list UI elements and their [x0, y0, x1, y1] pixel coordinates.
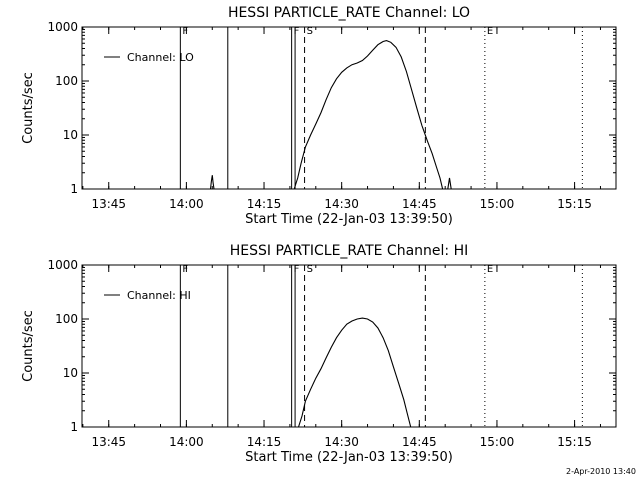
x-tick-label: 15:15 [557, 197, 592, 211]
y-tick-label: 100 [55, 74, 78, 88]
x-tick-label: 13:45 [91, 197, 126, 211]
series-line [209, 175, 215, 190]
x-tick-label: 15:00 [480, 435, 515, 449]
x-tick-label: 14:00 [169, 435, 204, 449]
x-tick-label: 14:30 [324, 197, 359, 211]
legend-label: Channel: HI [127, 289, 191, 302]
event-marker-label: F [294, 264, 300, 275]
x-tick-label: 14:15 [247, 435, 282, 449]
x-tick-label: 15:15 [557, 435, 592, 449]
legend-label: Channel: LO [127, 51, 194, 64]
x-tick-label: 15:00 [480, 197, 515, 211]
x-axis-label: Start Time (22-Jan-03 13:39:50) [245, 212, 453, 227]
chart-title: HESSI PARTICLE_RATE Channel: HI [230, 243, 468, 259]
y-tick-label: 1000 [47, 258, 78, 272]
x-tick-label: 14:00 [169, 197, 204, 211]
x-tick-label: 13:45 [91, 435, 126, 449]
x-tick-label: 14:30 [324, 435, 359, 449]
y-tick-label: 10 [63, 366, 78, 380]
event-marker-label: F [182, 264, 188, 275]
date-stamp: 2-Apr-2010 13:40 [566, 467, 636, 476]
plot-frame [81, 264, 617, 428]
chart-title: HESSI PARTICLE_RATE Channel: LO [228, 5, 470, 21]
y-tick-label: 100 [55, 312, 78, 326]
chart-panel-2: HESSI PARTICLE_RATE Channel: HI 13:45 14:0… [21, 243, 617, 465]
x-tick-label: 14:45 [402, 197, 437, 211]
x-tick-label: 14:45 [402, 435, 437, 449]
y-axis-label: Counts/sec [21, 72, 36, 144]
y-tick-label: 1000 [47, 20, 78, 34]
event-marker-label: E [487, 264, 493, 275]
event-marker-label: S [307, 264, 313, 275]
y-tick-label: 1 [70, 182, 78, 196]
x-axis-label: Start Time (22-Jan-03 13:39:50) [245, 450, 453, 465]
y-axis-label: Counts/sec [21, 310, 36, 382]
series-line [293, 40, 444, 190]
event-marker-label: E [487, 26, 493, 37]
event-marker-label: S [307, 26, 313, 37]
series-line [447, 177, 452, 190]
plot-frame [81, 26, 617, 190]
x-tick-label: 14:15 [247, 197, 282, 211]
chart-panel-1: HESSI PARTICLE_RATE Channel: LO 13:45 14:0… [21, 5, 617, 227]
event-marker-label: F [294, 26, 300, 37]
y-tick-label: 10 [63, 128, 78, 142]
series-line [297, 317, 412, 428]
y-tick-label: 1 [70, 420, 78, 434]
event-marker-label: F [182, 26, 188, 37]
